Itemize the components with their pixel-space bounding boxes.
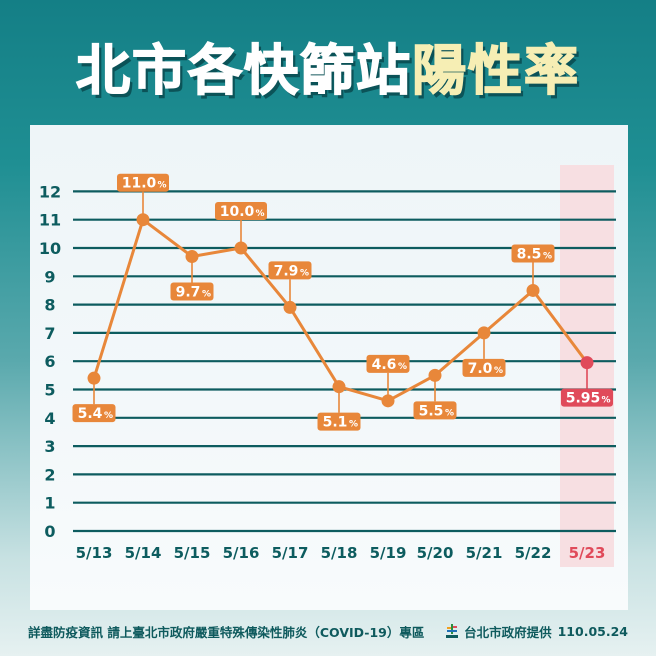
percent-sign: % (398, 362, 407, 372)
data-point[interactable] (87, 371, 101, 385)
series-line (141, 218, 194, 258)
y-tick-label: 12 (39, 182, 61, 201)
series-line (386, 373, 437, 403)
percent-sign: % (601, 396, 610, 406)
x-tick-label: 5/20 (417, 544, 454, 562)
value-label: 5.1 (323, 415, 348, 431)
percent-sign: % (349, 420, 358, 430)
data-point[interactable] (428, 368, 442, 382)
y-tick-label: 11 (39, 211, 61, 230)
value-label-bg (561, 388, 613, 407)
series-line (190, 246, 243, 258)
value-label-bg (117, 173, 169, 192)
value-label: 5.4 (78, 406, 103, 422)
page-title: 北市各快篩站 陽性率 (0, 30, 656, 103)
value-label: 11.0 (122, 176, 157, 192)
x-tick-label: 5/13 (76, 544, 113, 562)
value-label: 7.0 (468, 361, 493, 377)
x-tick-label: 5/22 (515, 544, 552, 562)
x-tick-label: 5/16 (223, 544, 260, 562)
percent-sign: % (104, 411, 113, 421)
y-tick-label: 8 (44, 296, 55, 315)
value-label: 5.95 (566, 391, 601, 407)
data-point[interactable] (381, 394, 395, 408)
y-tick-label: 4 (44, 409, 55, 428)
percent-sign: % (157, 181, 166, 191)
value-label-bg (317, 412, 361, 431)
data-point[interactable] (477, 326, 491, 340)
footer: 詳盡防疫資訊 請上臺北市政府嚴重特殊傳染性肺炎（COVID-19）專區 台北市政… (28, 620, 628, 642)
y-tick-label: 7 (44, 324, 55, 343)
data-point[interactable] (185, 249, 199, 263)
footer-source-text: 台北市政府提供 (464, 624, 552, 640)
y-tick-label: 1 (44, 494, 55, 513)
value-label-bg (170, 282, 214, 301)
value-label: 10.0 (220, 204, 255, 220)
value-label: 4.6 (372, 357, 397, 373)
data-point[interactable] (283, 300, 297, 314)
series-line (239, 246, 292, 309)
series-line (433, 331, 486, 377)
x-tick-label: 5/21 (466, 544, 503, 562)
data-point[interactable] (136, 213, 150, 227)
data-point[interactable] (234, 241, 248, 255)
x-tick-label: 5/14 (125, 544, 162, 562)
title-accent: 陽性率 (411, 38, 580, 103)
percent-sign: % (543, 251, 552, 261)
x-tick-label: 5/18 (321, 544, 358, 562)
series-line (337, 385, 390, 403)
percent-sign: % (445, 408, 454, 418)
value-label-bg (511, 244, 555, 263)
series-line (531, 288, 589, 365)
series-line (288, 305, 341, 389)
value-label-bg (72, 404, 116, 423)
chart-card: 0 1 2 3 4 5 6 7 8 9 10 11 12 5/13 5/14 5/15 5/16 5/17 5/18… (30, 125, 628, 610)
series-line (92, 218, 145, 380)
value-label-bg (413, 401, 457, 420)
y-tick-label: 9 (44, 267, 55, 286)
percent-sign: % (300, 268, 309, 278)
value-label-bg (268, 261, 312, 280)
title-main: 北市各快篩站 (75, 38, 412, 103)
y-tick-label: 5 (44, 381, 55, 400)
footer-source: 台北市政府提供 110.05.24 (444, 622, 628, 641)
taipei-city-logo-icon (446, 624, 459, 638)
y-tick-label: 10 (39, 239, 61, 258)
value-label: 9.7 (176, 284, 201, 300)
percent-sign: % (255, 209, 264, 219)
value-label-bg (366, 354, 410, 373)
value-label-bg (215, 202, 267, 220)
data-point[interactable] (332, 380, 346, 394)
x-tick-label: 5/15 (174, 544, 211, 562)
value-label: 5.5 (419, 403, 444, 419)
percent-sign: % (202, 289, 211, 299)
y-tick-label: 3 (44, 437, 55, 456)
x-tick-label: 5/17 (272, 544, 309, 562)
x-tick-label: 5/23 (569, 544, 606, 562)
value-label: 7.9 (274, 263, 299, 279)
data-point[interactable] (526, 283, 540, 297)
value-label-bg (462, 358, 506, 377)
footer-date: 110.05.24 (557, 623, 628, 639)
x-tick-label: 5/19 (370, 544, 407, 562)
series-line (482, 288, 535, 335)
y-tick-label: 6 (44, 352, 55, 371)
percent-sign: % (494, 366, 503, 376)
y-tick-label: 0 (44, 522, 55, 541)
footer-info-text: 詳盡防疫資訊 請上臺北市政府嚴重特殊傳染性肺炎（COVID-19）專區 (28, 624, 425, 640)
data-point[interactable] (580, 356, 594, 370)
y-tick-label: 2 (44, 465, 55, 484)
value-label: 8.5 (517, 246, 542, 262)
